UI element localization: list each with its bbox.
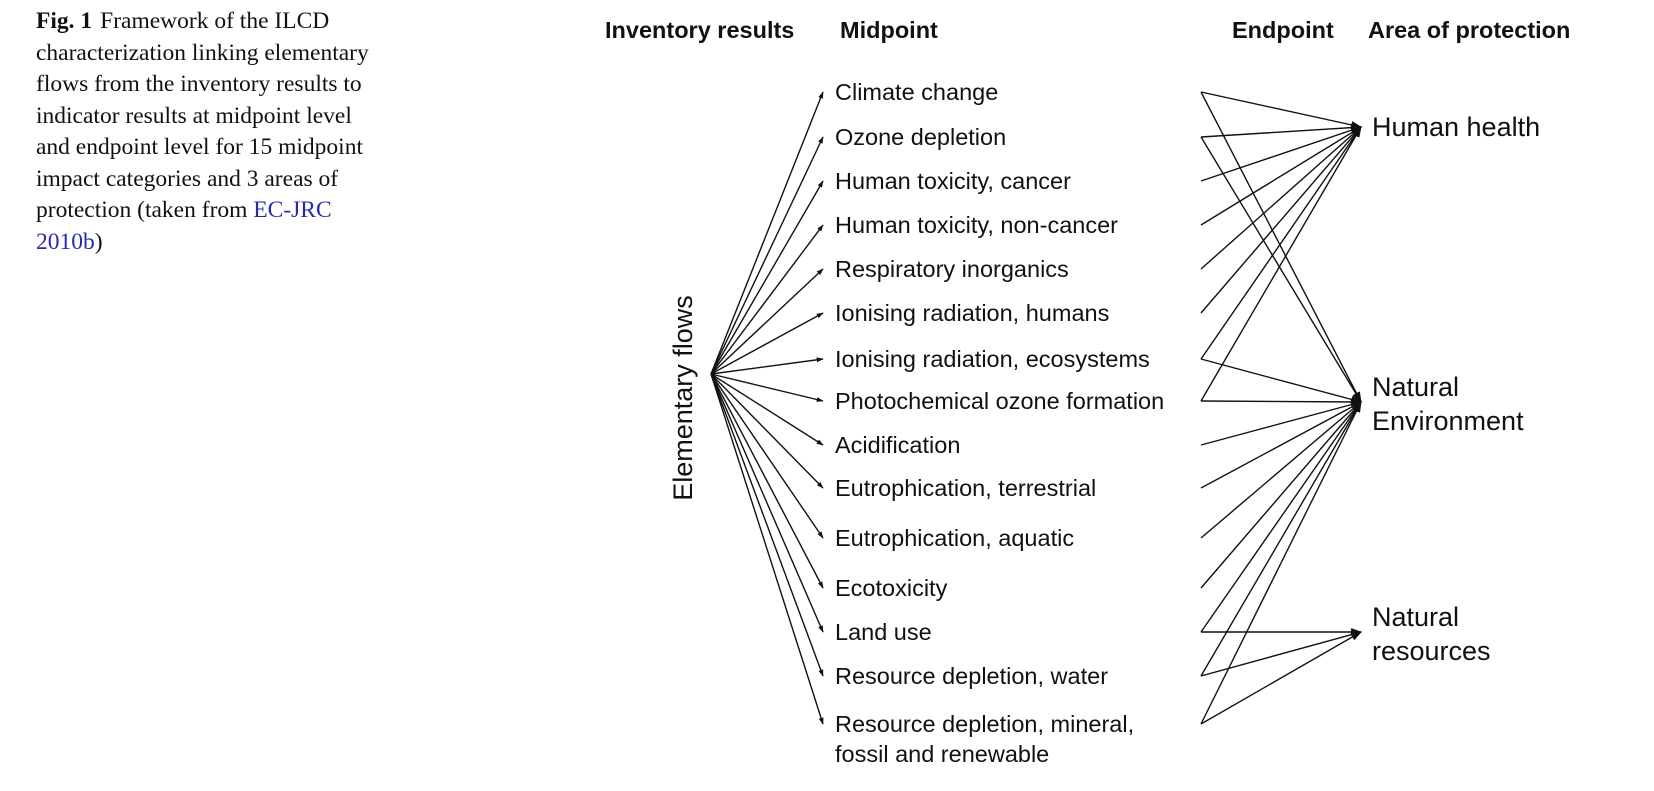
edge-human-toxicity-cancer-to-human-health (1200, 126, 1363, 182)
edge-elementary-flows-to-climate-change (710, 91, 824, 375)
edge-elementary-flows-to-resource-depletion-water (710, 373, 824, 677)
edge-elementary-flows-to-eutrophication-terrestrial (710, 373, 824, 489)
midpoint-label-line: Ionising radiation, humans (835, 300, 1109, 326)
edge-climate-change-to-natural-environment (1200, 91, 1362, 403)
edge-land-use-to-natural-environment (1200, 401, 1362, 633)
edge-ionising-radiation-ecosystems-to-human-health (1200, 126, 1362, 360)
midpoint-label-line: Acidification (835, 432, 960, 458)
midpoint-label-line: Ecotoxicity (835, 575, 948, 601)
area-label-line: Environment (1372, 406, 1524, 436)
figure-caption: Fig. 1 Framework of the ILCD characteriza… (36, 6, 386, 258)
edge-ozone-depletion-to-human-health (1200, 123, 1363, 138)
figure-label: Fig. 1 (36, 8, 93, 34)
midpoint-label-line: Land use (835, 619, 932, 645)
midpoint-respiratory-inorganics: Respiratory inorganics (835, 256, 1069, 282)
edge-ionising-radiation-humans-to-human-health (1200, 126, 1362, 314)
midpoint-resource-depletion-water: Resource depletion, water (835, 663, 1108, 689)
midpoint-human-toxicity-non-cancer: Human toxicity, non-cancer (835, 212, 1118, 238)
midpoint-to-area-edges (1200, 91, 1363, 725)
edge-photochemical-ozone-formation-to-human-health (1200, 126, 1362, 402)
edge-human-toxicity-non-cancer-to-human-health (1200, 126, 1362, 226)
areas-of-protection: Human health Natural Environment Natural res… (1372, 112, 1540, 666)
edge-elementary-flows-to-human-toxicity-cancer (710, 180, 824, 375)
area-label-line: Human health (1372, 112, 1540, 142)
area-label-line: resources (1372, 636, 1491, 666)
edge-elementary-flows-to-ozone-depletion (710, 136, 824, 375)
edge-resource-depletion-water-to-natural-environment (1200, 401, 1362, 677)
midpoint-resource-depletion-mineral: Resource depletion, mineral, fossil and r… (835, 711, 1134, 767)
area-natural-environment: Natural Environment (1372, 372, 1524, 436)
edge-acidification-to-natural-environment (1200, 400, 1363, 446)
midpoint-eutrophication-terrestrial: Eutrophication, terrestrial (835, 475, 1096, 501)
edge-elementary-flows-to-resource-depletion-mineral (710, 373, 824, 725)
edge-ecotoxicity-to-natural-environment (1200, 401, 1362, 589)
edge-elementary-flows-to-ecotoxicity (710, 373, 824, 589)
edge-elementary-flows-to-eutrophication-aquatic (710, 373, 824, 539)
edge-resource-depletion-mineral-to-natural-environment (1200, 401, 1362, 725)
midpoint-label-line: Eutrophication, aquatic (835, 525, 1074, 551)
midpoint-label-line: Human toxicity, cancer (835, 168, 1071, 194)
midpoint-label-line: Photochemical ozone formation (835, 388, 1164, 414)
area-label-line: Natural (1372, 602, 1459, 632)
midpoint-categories: Climate change Ozone depletion Human toxic… (835, 79, 1164, 767)
header-midpoint: Midpoint (840, 17, 938, 43)
midpoint-land-use: Land use (835, 619, 932, 645)
midpoint-label-line: Human toxicity, non-cancer (835, 212, 1118, 238)
area-natural-resources: Natural resources (1372, 602, 1491, 666)
caption-closing: ) (94, 228, 103, 255)
midpoint-ionising-radiation-ecosystems: Ionising radiation, ecosystems (835, 346, 1150, 372)
edge-elementary-flows-to-photochemical-ozone-formation (710, 373, 824, 402)
midpoint-label-line: Resource depletion, water (835, 663, 1108, 689)
header-inventory-results: Inventory results (605, 17, 794, 43)
edge-ionising-radiation-ecosystems-to-natural-environment (1200, 358, 1363, 404)
edge-elementary-flows-to-acidification (710, 373, 824, 446)
midpoint-label-line: Resource depletion, mineral, (835, 711, 1134, 737)
midpoint-climate-change: Climate change (835, 79, 998, 105)
edge-respiratory-inorganics-to-human-health (1200, 126, 1362, 270)
source-to-midpoint-edges (710, 91, 824, 725)
area-label-line: Natural (1372, 372, 1459, 402)
midpoint-acidification: Acidification (835, 432, 960, 458)
midpoint-label-line: Ionising radiation, ecosystems (835, 346, 1150, 372)
edge-ozone-depletion-to-natural-environment (1200, 136, 1362, 403)
edge-climate-change-to-human-health (1200, 91, 1363, 129)
midpoint-label-line: Eutrophication, terrestrial (835, 475, 1096, 501)
caption-text: Framework of the ILCD characterization l… (36, 8, 369, 223)
edge-resource-depletion-water-to-natural-resources (1200, 630, 1363, 677)
edge-photochemical-ozone-formation-to-natural-environment (1200, 398, 1363, 406)
midpoint-ecotoxicity: Ecotoxicity (835, 575, 948, 601)
header-endpoint: Endpoint (1232, 17, 1334, 43)
midpoint-eutrophication-aquatic: Eutrophication, aquatic (835, 525, 1074, 551)
edge-eutrophication-terrestrial-to-natural-environment (1200, 401, 1362, 489)
edge-elementary-flows-to-ionising-radiation-ecosystems (710, 357, 824, 375)
midpoint-ozone-depletion: Ozone depletion (835, 124, 1006, 150)
midpoint-human-toxicity-cancer: Human toxicity, cancer (835, 168, 1071, 194)
elementary-flows-label: Elementary flows (668, 295, 698, 501)
edge-eutrophication-aquatic-to-natural-environment (1200, 401, 1362, 539)
edge-resource-depletion-mineral-to-natural-resources (1200, 631, 1362, 725)
midpoint-photochemical-ozone-formation: Photochemical ozone formation (835, 388, 1164, 414)
edge-elementary-flows-to-human-toxicity-non-cancer (710, 224, 824, 375)
area-human-health: Human health (1372, 112, 1540, 142)
midpoint-label-line: Respiratory inorganics (835, 256, 1069, 282)
citation-link[interactable]: EC-JRC 2010b (36, 197, 332, 255)
midpoint-label-line: Ozone depletion (835, 124, 1006, 150)
header-area-of-protection: Area of protection (1368, 17, 1570, 43)
edge-elementary-flows-to-land-use (710, 373, 824, 633)
edge-elementary-flows-to-ionising-radiation-humans (710, 312, 824, 375)
midpoint-label-line: Climate change (835, 79, 998, 105)
midpoint-ionising-radiation-humans: Ionising radiation, humans (835, 300, 1109, 326)
midpoint-label-line: fossil and renewable (835, 741, 1049, 767)
edge-elementary-flows-to-respiratory-inorganics (710, 268, 824, 375)
